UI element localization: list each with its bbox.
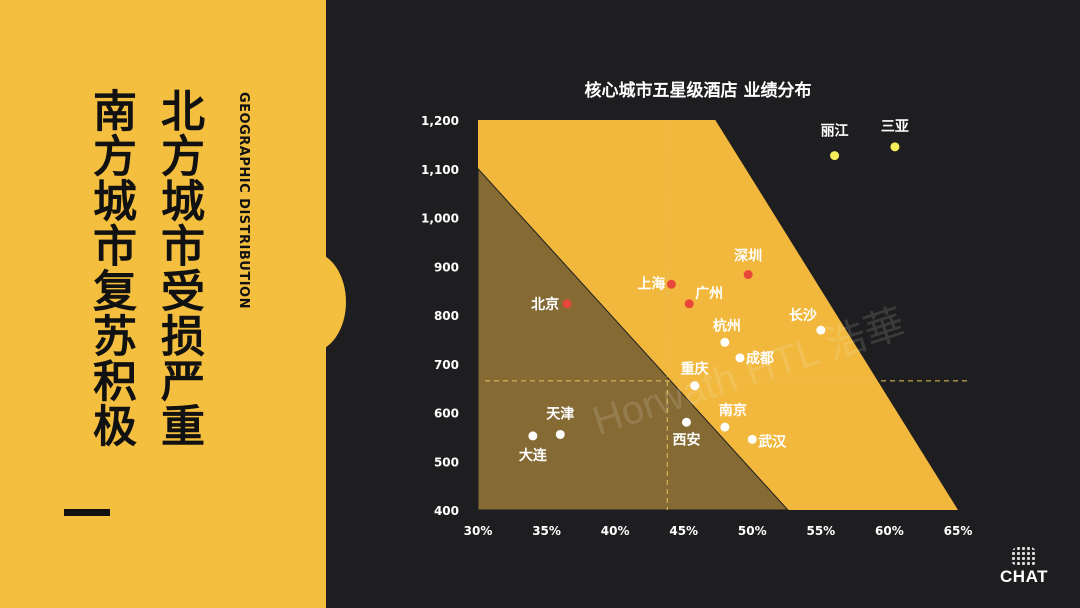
point-label: 三亚 (881, 119, 909, 135)
decorative-bar (64, 509, 110, 516)
point-label: 南京 (719, 402, 747, 419)
point-label: 重庆 (681, 361, 709, 378)
chart-title: 核心城市五星级酒店 业绩分布 (585, 80, 812, 101)
point-label: 北京 (531, 296, 559, 313)
point-武汉 (747, 434, 757, 444)
point-label: 长沙 (789, 307, 817, 324)
point-label: 武汉 (758, 433, 787, 450)
point-深圳 (743, 270, 753, 280)
geographic-distribution-label: GEOGRAPHIC DISTRIBUTION (236, 92, 251, 309)
y-tick-label: 1,000 (421, 212, 459, 226)
accent-semicircle (276, 252, 346, 352)
y-tick-label: 500 (434, 455, 459, 469)
point-label: 西安 (672, 431, 700, 448)
y-tick-label: 400 (434, 504, 459, 518)
x-tick-label: 30% (464, 524, 493, 538)
title-north: 北方城市受损严重 (153, 88, 204, 448)
point-label: 大连 (519, 447, 548, 464)
chat-logo: CHAT (994, 546, 1054, 587)
x-tick-label: 65% (944, 524, 973, 538)
y-tick-label: 900 (434, 260, 459, 274)
x-tick-label: 40% (601, 524, 630, 538)
x-tick-label: 35% (532, 524, 561, 538)
y-tick-label: 1,100 (421, 163, 459, 177)
point-丽江 (830, 151, 840, 161)
x-tick-label: 60% (875, 524, 904, 538)
point-label: 杭州 (713, 317, 741, 334)
point-南京 (720, 422, 730, 432)
point-上海 (666, 279, 676, 289)
x-tick-label: 55% (806, 524, 835, 538)
point-重庆 (690, 381, 700, 391)
point-长沙 (816, 325, 826, 335)
point-杭州 (720, 337, 730, 347)
x-tick-label: 50% (738, 524, 767, 538)
point-天津 (555, 429, 565, 439)
point-西安 (681, 417, 691, 427)
point-三亚 (890, 142, 900, 152)
y-tick-label: 600 (434, 407, 459, 421)
y-tick-label: 1,200 (421, 114, 459, 128)
brain-icon (1011, 546, 1037, 566)
point-label: 深圳 (734, 248, 762, 265)
point-label: 成都 (746, 350, 774, 367)
y-tick-label: 700 (434, 358, 459, 372)
point-label: 上海 (637, 275, 665, 292)
point-label: 丽江 (821, 123, 849, 140)
left-panel (0, 0, 326, 608)
x-tick-label: 45% (669, 524, 698, 538)
point-北京 (562, 299, 572, 309)
point-label: 广州 (695, 285, 723, 302)
point-成都 (735, 353, 745, 363)
point-广州 (684, 299, 694, 309)
title-south: 南方城市复苏积极 (85, 88, 136, 448)
y-tick-label: 800 (434, 309, 459, 323)
point-label: 天津 (546, 405, 574, 422)
point-大连 (528, 431, 538, 441)
region-lower-triangle (477, 167, 790, 511)
logo-text: CHAT (1000, 567, 1048, 586)
